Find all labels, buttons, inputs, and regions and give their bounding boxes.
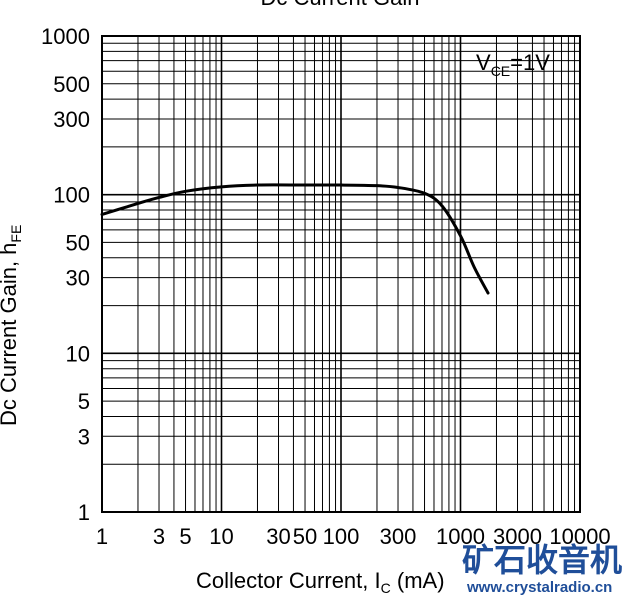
y-tick-label: 50 — [66, 230, 90, 255]
watermark-cn: 矿石收音机 — [462, 541, 622, 579]
x-tick-label: 10000 — [549, 524, 610, 549]
y-tick-label: 100 — [53, 183, 90, 208]
x-tick-label: 30 — [266, 524, 290, 549]
y-axis-label-main: Dc Current Gain, h — [0, 243, 21, 426]
y-tick-label: 1 — [78, 500, 90, 525]
watermark: 矿石收音机 www.crystalradio.cn — [462, 541, 622, 596]
x-tick-labels: 1 3 5 10 30 50 100 300 1000 3000 10000 — [96, 524, 611, 549]
x-tick-label: 300 — [380, 524, 417, 549]
x-tick-label: 3000 — [493, 524, 542, 549]
y-tick-label: 300 — [53, 107, 90, 132]
y-tick-label: 3 — [78, 424, 90, 449]
vce-annotation-value: =1V — [510, 50, 550, 75]
x-tick-label: 10 — [209, 524, 233, 549]
x-tick-label: 50 — [293, 524, 317, 549]
x-tick-label: 3 — [153, 524, 165, 549]
y-tick-label: 1000 — [41, 24, 90, 49]
y-tick-labels: 1 3 5 10 30 50 100 300 500 1000 — [41, 24, 90, 525]
plot-frame — [101, 35, 581, 513]
vce-annotation: VCE=1V — [476, 50, 550, 79]
series-line — [100, 183, 490, 295]
x-axis-label-unit: (mA) — [391, 568, 445, 593]
y-tick-label: 5 — [78, 389, 90, 414]
x-axis-label-sub: C — [381, 580, 391, 596]
y-tick-label: 10 — [66, 341, 90, 366]
vce-annotation-sub: CE — [491, 63, 510, 79]
watermark-url: www.crystalradio.cn — [466, 579, 612, 596]
vce-annotation-main: V — [476, 50, 491, 75]
y-axis-label-sub: FE — [8, 225, 24, 243]
x-tick-label: 1000 — [436, 524, 485, 549]
y-tick-label: 30 — [66, 266, 90, 291]
x-axis-label-main: Collector Current, I — [196, 568, 381, 593]
x-tick-label: 1 — [96, 524, 108, 549]
x-tick-label: 100 — [323, 524, 360, 549]
x-tick-label: 5 — [179, 524, 191, 549]
chart-title: Dc Current Gain — [261, 0, 420, 10]
x-axis-label: Collector Current, IC (mA) — [196, 568, 445, 596]
y-axis-label: Dc Current Gain, hFE — [0, 225, 24, 426]
y-tick-label: 500 — [53, 72, 90, 97]
grid — [101, 36, 580, 513]
